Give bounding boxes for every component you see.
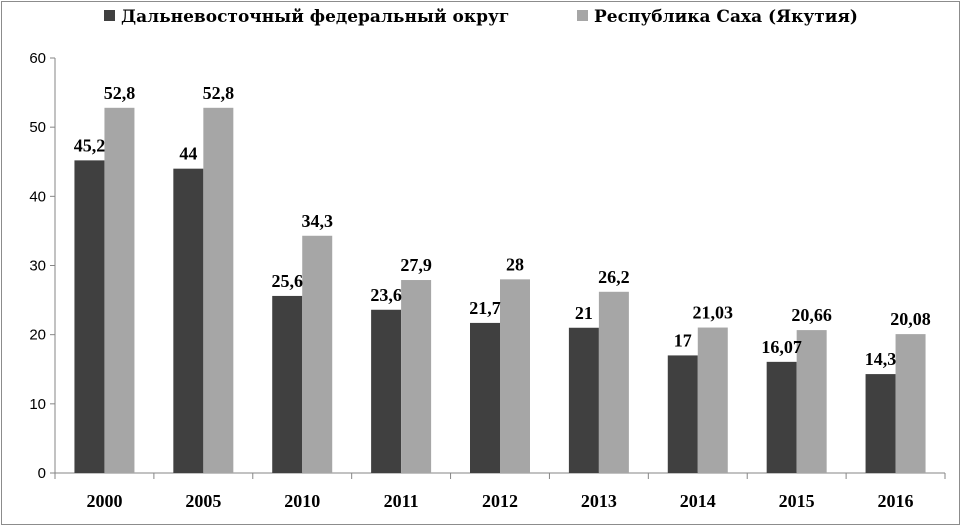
x-tick-label: 2014 <box>680 491 716 511</box>
x-tick-label: 2012 <box>482 491 518 511</box>
x-tick-label: 2010 <box>284 491 320 511</box>
bar-series-1-2011 <box>371 309 402 473</box>
legend-label-1: Дальневосточный федеральный округ <box>121 7 509 27</box>
bar-series-2-2010 <box>302 235 333 473</box>
y-tick-label: 20 <box>29 327 46 344</box>
data-label-series-2-2016: 20,08 <box>890 309 931 329</box>
data-label-series-2-2012: 28 <box>506 254 524 274</box>
y-tick-label: 40 <box>29 188 46 205</box>
data-label-series-2-2005: 52,8 <box>203 83 235 103</box>
x-tick-label: 2011 <box>384 491 419 511</box>
bar-series-1-2000 <box>74 160 105 473</box>
bar-series-1-2012 <box>470 322 500 473</box>
bar-series-1-2015 <box>766 361 797 473</box>
bar-series-2-2012 <box>500 279 530 473</box>
bar-series-2-2014 <box>697 327 728 473</box>
data-label-series-2-2000: 52,8 <box>104 83 136 103</box>
data-label-series-1-2016: 14,3 <box>865 349 897 369</box>
y-tick-label: 0 <box>38 465 46 482</box>
data-label-series-1-2000: 45,2 <box>74 135 106 155</box>
data-label-series-1-2012: 21,7 <box>469 298 501 318</box>
bars <box>74 107 926 474</box>
x-axis: 2000 2005 2010 2011 2012 2013 2014 2015 2016 <box>54 472 946 511</box>
y-axis: 0 10 20 30 40 50 60 <box>29 50 56 482</box>
y-tick-label: 50 <box>29 119 46 136</box>
data-label-series-1-2014: 17 <box>674 330 692 350</box>
bar-series-2-2013 <box>598 291 629 473</box>
bar-series-2-2011 <box>401 280 432 473</box>
data-label-series-1-2013: 21 <box>575 303 593 323</box>
bar-series-1-2005 <box>173 168 204 473</box>
bar-series-2-2000 <box>104 107 135 474</box>
bar-series-1-2010 <box>272 295 303 473</box>
data-label-series-1-2011: 23,6 <box>370 285 402 305</box>
bar-series-1-2016 <box>865 374 896 473</box>
y-tick-label: 60 <box>29 50 46 67</box>
data-label-series-1-2015: 16,07 <box>761 337 802 357</box>
x-tick-label: 2000 <box>86 491 122 511</box>
bar-series-1-2013 <box>568 327 599 473</box>
y-tick-label: 30 <box>29 258 46 275</box>
data-labels: 45,2 52,8 44 52,8 25,6 34,3 23,6 27,9 21,7 28 2126… <box>74 83 931 369</box>
y-tick-label: 10 <box>29 396 46 413</box>
x-tick-label: 2016 <box>878 491 914 511</box>
data-label-series-2-2013: 26,2 <box>598 267 630 287</box>
bar-series-2-2015 <box>796 330 827 473</box>
bar-series-2-2005 <box>203 107 234 474</box>
data-label-series-2-2010: 34,3 <box>301 211 333 231</box>
x-tick-label: 2015 <box>779 491 815 511</box>
data-label-series-2-2011: 27,9 <box>400 255 432 275</box>
data-label-series-2-2015: 20,66 <box>791 305 832 325</box>
bar-series-1-2014 <box>667 355 698 473</box>
x-tick-label: 2013 <box>581 491 617 511</box>
legend-label-2: Республика Саха (Якутия) <box>594 7 858 27</box>
bar-series-2-2016 <box>895 334 926 473</box>
x-tick-label: 2005 <box>185 491 221 511</box>
data-label-series-2-2014: 21,03 <box>693 303 734 323</box>
data-label-series-1-2005: 44 <box>179 144 197 164</box>
legend: Дальневосточный федеральный округ Республ… <box>104 7 858 27</box>
legend-swatch-1 <box>104 10 115 21</box>
legend-swatch-2 <box>577 10 588 21</box>
data-label-series-1-2010: 25,6 <box>271 271 303 291</box>
